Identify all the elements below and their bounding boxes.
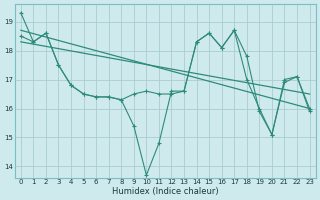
X-axis label: Humidex (Indice chaleur): Humidex (Indice chaleur) (112, 187, 219, 196)
